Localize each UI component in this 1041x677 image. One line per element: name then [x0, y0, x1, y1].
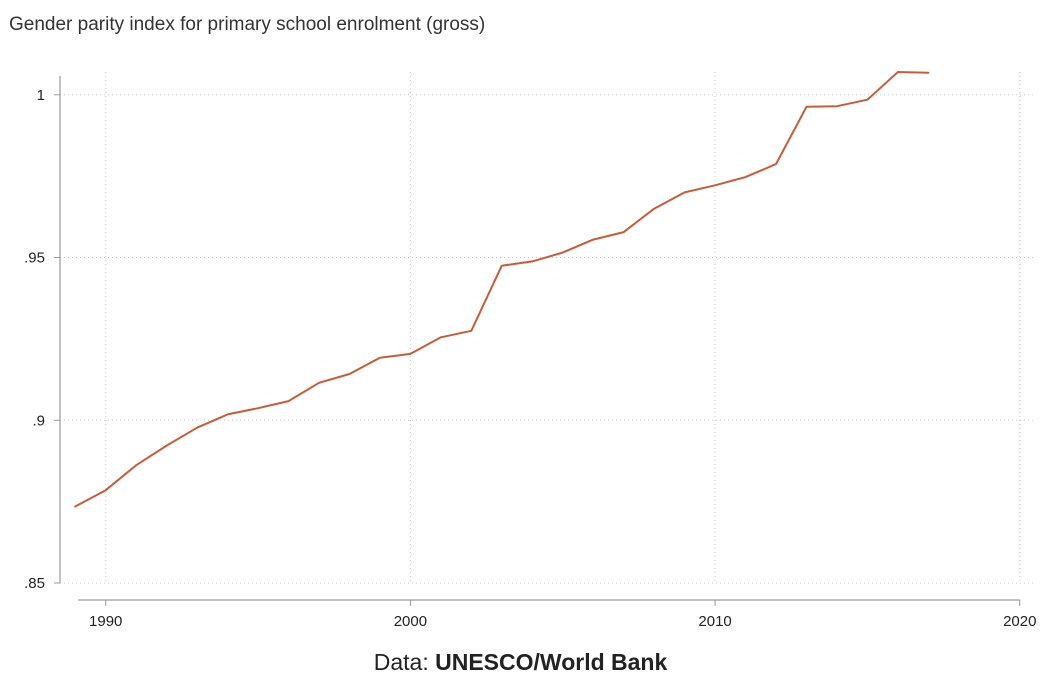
y-tick-label: .85 [24, 575, 45, 592]
source-note: Data: UNESCO/World Bank [0, 649, 1041, 676]
y-tick-label: 1 [37, 87, 45, 104]
y-tick-label: .95 [24, 250, 45, 267]
axes: 1990 2000 2010 2020 .85 .9 .95 1 [24, 76, 1036, 630]
series [74, 71, 930, 508]
x-tick-label: 2010 [698, 613, 731, 630]
source-prefix: Data: [373, 649, 436, 675]
series-line [74, 71, 930, 508]
x-tick-label: 1990 [89, 613, 122, 630]
source-name: UNESCO/World Bank [435, 649, 668, 675]
chart-title: Gender parity index for primary school e… [9, 14, 486, 35]
grid-lines [60, 72, 1035, 584]
y-tick-label: .9 [32, 412, 45, 429]
x-tick-label: 2000 [394, 613, 427, 630]
x-tick-label: 2020 [1003, 613, 1036, 630]
